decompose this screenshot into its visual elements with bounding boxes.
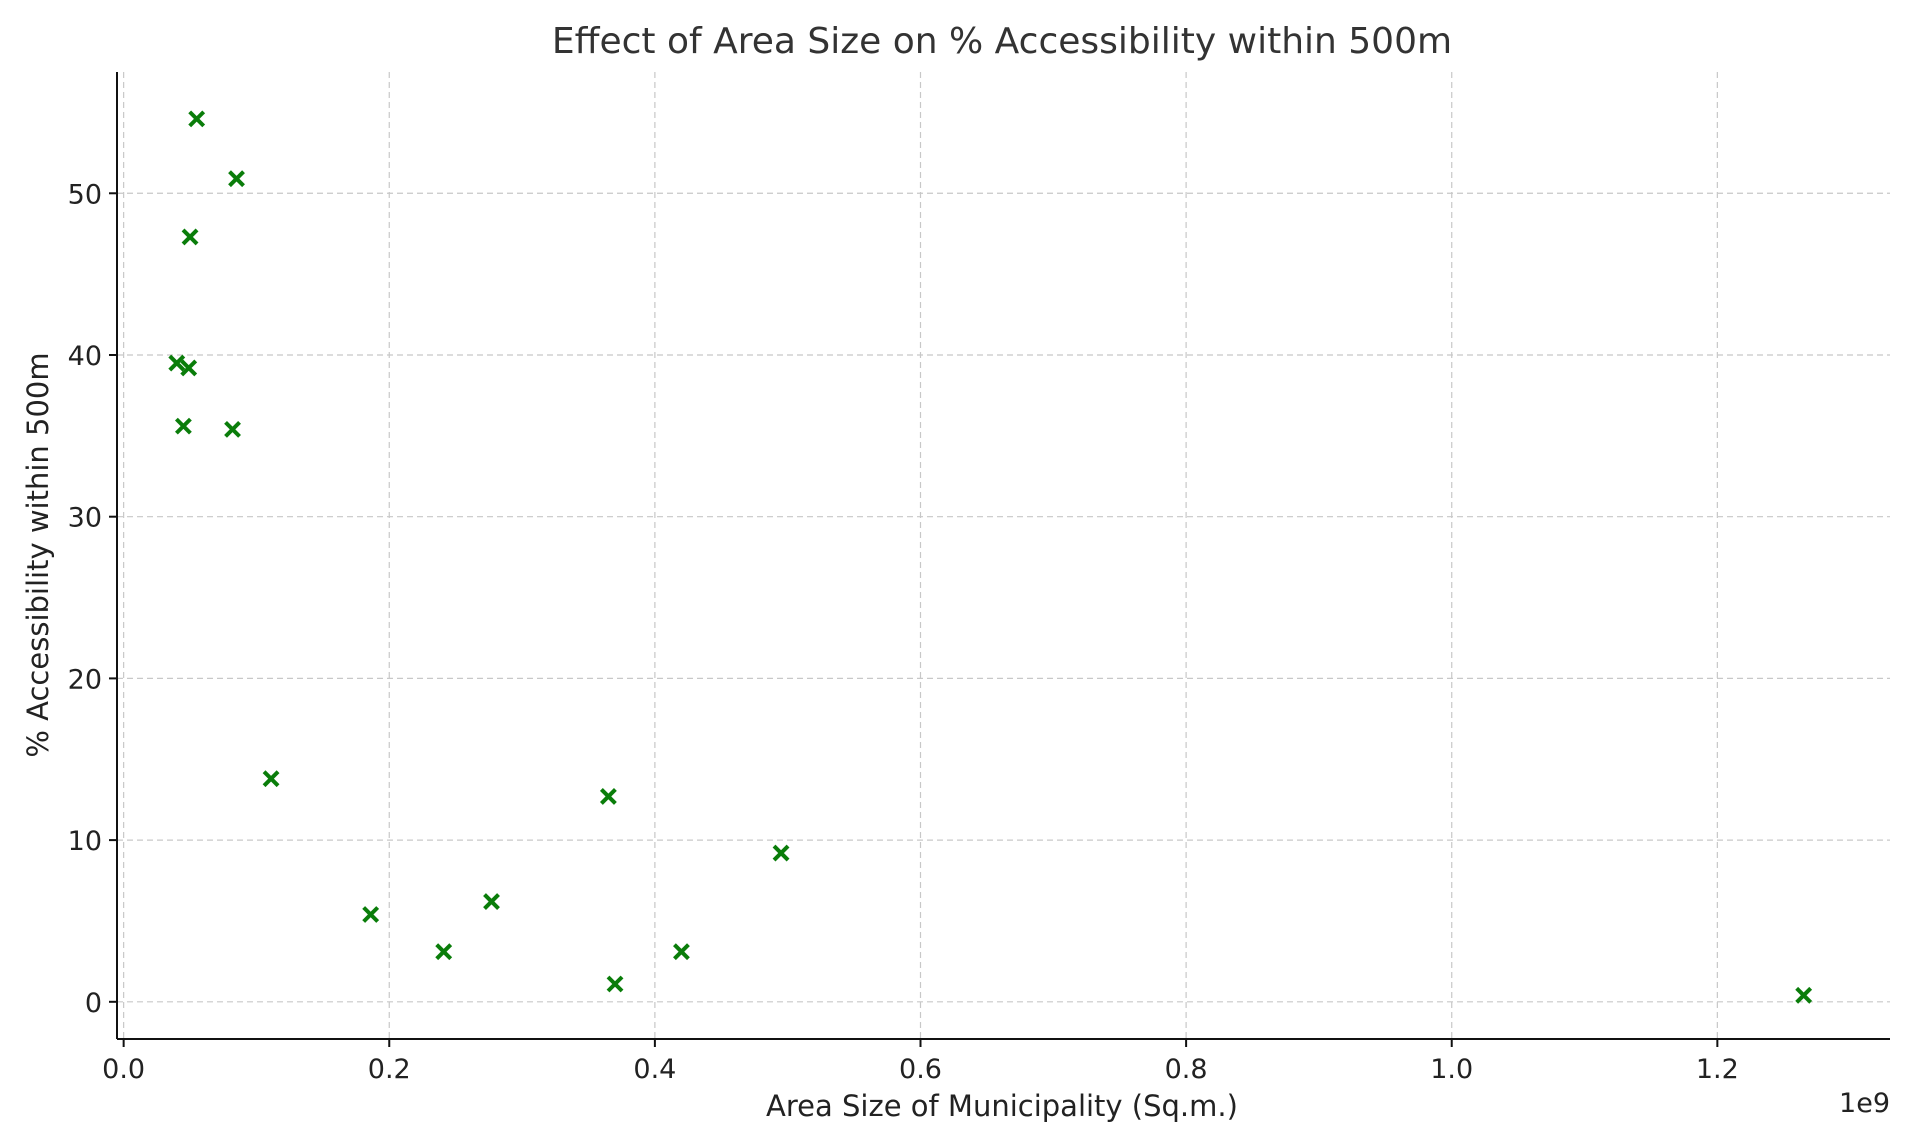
- x-axis-offset-label: 1e9: [1839, 1088, 1890, 1119]
- x-tick-label: 0.6: [899, 1054, 942, 1085]
- data-point: [1795, 986, 1813, 1004]
- data-point: [228, 170, 245, 188]
- data-point: [772, 844, 790, 862]
- data-point: [174, 417, 192, 435]
- x-tick-label: 0.2: [368, 1054, 411, 1085]
- y-ticks: 0 10 20 30 40 50: [68, 179, 117, 1019]
- data-point: [262, 770, 280, 788]
- y-tick-label: 0: [85, 988, 102, 1019]
- x-tick-label: 1.2: [1696, 1054, 1739, 1085]
- data-point: [599, 788, 617, 805]
- data-point: [673, 943, 690, 961]
- x-ticks: 0.0 0.2 0.4 0.6 0.8 1.0 1.2: [102, 1039, 1739, 1085]
- data-point: [224, 420, 241, 438]
- data-point: [168, 354, 186, 372]
- gridlines: [117, 72, 1890, 1039]
- y-tick-label: 40: [68, 341, 102, 372]
- data-point: [180, 359, 198, 377]
- data-point: [181, 228, 199, 246]
- x-tick-label: 0.8: [1165, 1054, 1208, 1085]
- x-tick-label: 1.0: [1430, 1054, 1473, 1085]
- y-tick-label: 50: [68, 179, 102, 210]
- y-tick-label: 10: [68, 826, 102, 857]
- x-axis-label: Area Size of Municipality (Sq.m.): [766, 1089, 1238, 1123]
- y-tick-label: 30: [68, 503, 102, 534]
- x-tick-label: 0.0: [102, 1054, 145, 1085]
- data-point: [435, 943, 453, 961]
- data-points: [168, 110, 1813, 1004]
- y-axis-label: % Accessibility within 500m: [21, 352, 55, 757]
- data-point: [362, 906, 380, 923]
- data-point: [483, 893, 500, 910]
- axes: [116, 72, 1890, 1040]
- x-tick-label: 0.4: [633, 1054, 676, 1085]
- data-point: [188, 110, 206, 128]
- y-tick-label: 20: [68, 664, 102, 695]
- data-point: [606, 975, 624, 993]
- chart-title: Effect of Area Size on % Accessibility w…: [552, 21, 1452, 62]
